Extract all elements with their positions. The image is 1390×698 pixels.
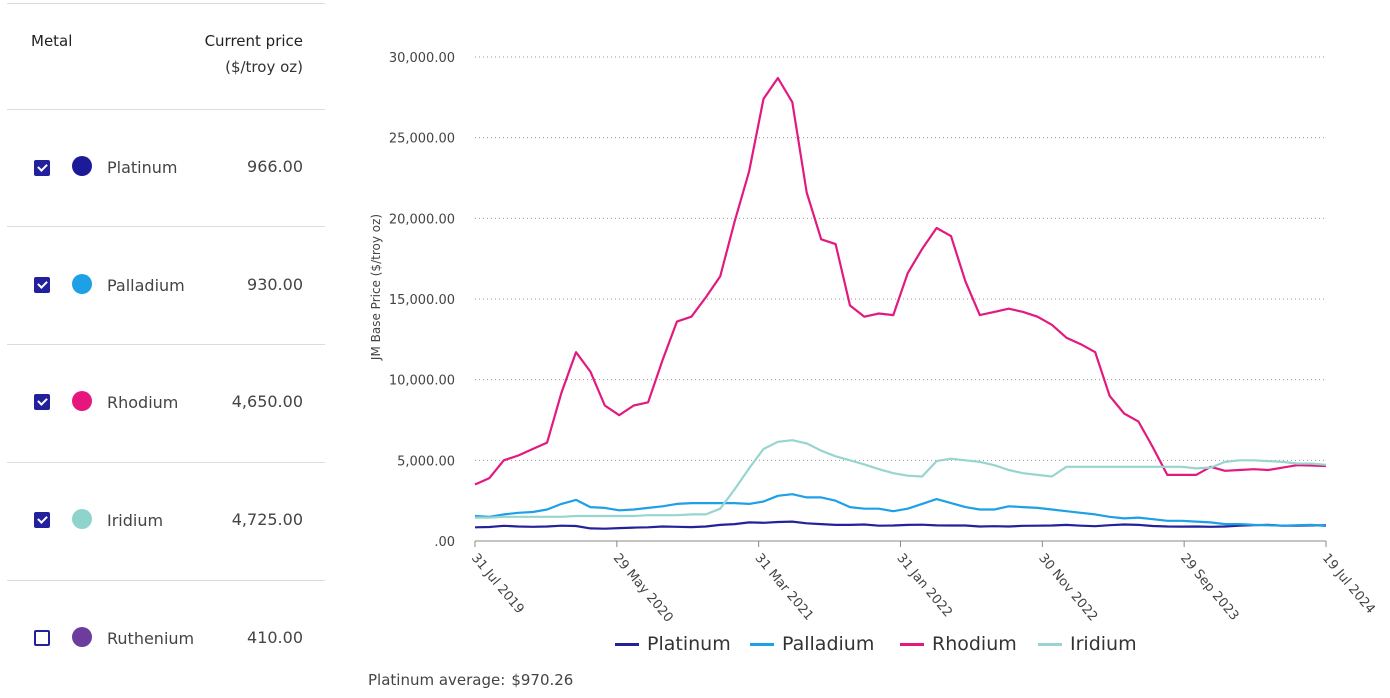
legend-swatch <box>615 642 639 646</box>
y-tick-label: 20,000.00 <box>389 212 455 227</box>
platinum-average: Platinum average: $970.26 <box>368 671 579 689</box>
metal-price: 410.00 <box>247 628 303 647</box>
x-tick-label: 31 Jul 2019 <box>468 551 527 617</box>
palladium-checkbox[interactable] <box>34 277 50 293</box>
y-tick-label: 25,000.00 <box>389 132 455 147</box>
chart-legend: Platinum Palladium Rhodium Iridium <box>0 633 1390 663</box>
legend-label: Iridium <box>1070 633 1137 655</box>
legend-item-palladium[interactable]: Palladium <box>750 633 874 655</box>
legend-item-iridium[interactable]: Iridium <box>1038 633 1137 655</box>
rhodium-checkbox[interactable] <box>34 394 50 410</box>
header-current-price: Current price <box>204 32 303 50</box>
legend-item-rhodium[interactable]: Rhodium <box>900 633 1017 655</box>
x-tick-label: 31 Jan 2022 <box>893 551 955 620</box>
y-tick-label: 30,000.00 <box>389 51 455 66</box>
average-label: Platinum average: <box>368 671 506 689</box>
header-price-unit: ($/troy oz) <box>225 58 303 76</box>
metal-price: 4,725.00 <box>231 510 303 529</box>
x-tick-label: 19 Jul 2024 <box>1319 551 1378 617</box>
legend-label: Platinum <box>647 633 731 655</box>
platinum-checkbox[interactable] <box>34 160 50 176</box>
y-tick-label: .00 <box>434 535 455 550</box>
y-tick-label: 5,000.00 <box>397 454 455 469</box>
header-metal: Metal <box>31 32 73 50</box>
x-tick-label: 29 Sep 2023 <box>1177 551 1241 624</box>
divider <box>7 3 325 4</box>
x-tick-label: 30 Nov 2022 <box>1035 551 1100 624</box>
series-line-iridium <box>475 439 1327 519</box>
metal-price: 4,650.00 <box>231 392 303 411</box>
metal-name: Platinum <box>107 158 178 177</box>
metal-row-iridium: Iridium 4,725.00 <box>7 462 325 580</box>
metal-row-platinum: Platinum 966.00 <box>7 109 325 227</box>
divider <box>7 109 325 110</box>
metal-table: Metal Current price ($/troy oz) Platinum… <box>7 0 325 691</box>
legend-swatch <box>750 642 774 646</box>
y-axis-ticks: .00 5,000.00 10,000.00 15,000.00 20,000.00 25… <box>389 51 455 550</box>
metal-price: 966.00 <box>247 157 303 176</box>
ruthenium-color-dot <box>72 627 92 647</box>
x-axis: 31 Jul 2019 29 May 2020 31 Mar 2021 31 Jan … <box>468 540 1378 626</box>
platinum-color-dot <box>72 156 92 176</box>
iridium-color-dot <box>72 509 92 529</box>
legend-label: Rhodium <box>932 633 1017 655</box>
x-tick-label: 29 May 2020 <box>610 551 676 626</box>
average-value: $970.26 <box>511 671 574 689</box>
legend-item-platinum[interactable]: Platinum <box>615 633 731 655</box>
metal-row-palladium: Palladium 930.00 <box>7 226 325 344</box>
chart-lines <box>474 76 1327 530</box>
y-axis-label: JM Base Price ($/troy oz) <box>369 214 383 361</box>
metal-name: Iridium <box>107 511 164 530</box>
legend-swatch <box>1038 642 1062 646</box>
metal-row-ruthenium: Ruthenium 410.00 <box>7 580 325 698</box>
metal-name: Rhodium <box>107 393 179 412</box>
divider <box>7 462 325 463</box>
rhodium-color-dot <box>72 391 92 411</box>
series-line-palladium <box>474 493 1327 528</box>
palladium-color-dot <box>72 274 92 294</box>
metal-name: Palladium <box>107 276 185 295</box>
divider <box>7 344 325 345</box>
series-line-rhodium <box>474 76 1327 486</box>
metal-name: Ruthenium <box>107 629 195 648</box>
legend-swatch <box>900 642 924 646</box>
iridium-checkbox[interactable] <box>34 512 50 528</box>
x-tick-label: 31 Mar 2021 <box>752 551 816 624</box>
metal-row-rhodium: Rhodium 4,650.00 <box>7 344 325 462</box>
y-tick-label: 15,000.00 <box>389 293 455 308</box>
y-tick-label: 10,000.00 <box>389 374 455 389</box>
series-line-platinum <box>474 520 1326 530</box>
divider <box>7 226 325 227</box>
legend-label: Palladium <box>782 633 875 655</box>
metal-price: 930.00 <box>247 275 303 294</box>
ruthenium-checkbox[interactable] <box>34 630 50 646</box>
divider <box>7 580 325 581</box>
